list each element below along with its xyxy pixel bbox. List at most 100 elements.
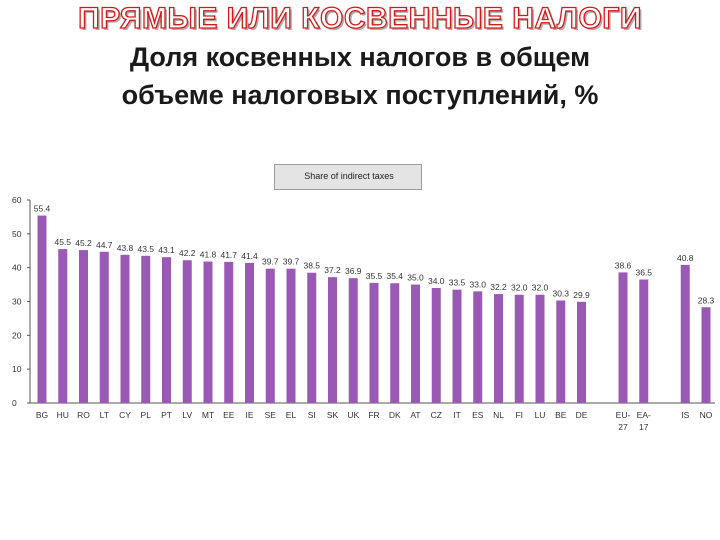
value-label: 29.9: [573, 290, 590, 300]
x-tick-label: BG: [36, 410, 48, 420]
value-label: 43.8: [117, 243, 134, 253]
bar: [577, 301, 586, 403]
y-tick-label: 0: [12, 398, 17, 408]
bar: [79, 250, 88, 403]
bar: [494, 294, 503, 403]
x-tick-label: IE: [245, 410, 253, 420]
x-tick-label: EL: [286, 410, 297, 420]
x-tick-label: IS: [681, 410, 689, 420]
value-label: 55.4: [34, 204, 51, 214]
x-tick-label-line2: 27: [618, 422, 628, 432]
x-tick-label: RO: [77, 410, 90, 420]
bar: [141, 255, 151, 403]
bar: [307, 272, 317, 403]
value-label: 45.5: [54, 237, 71, 247]
value-label: 38.5: [303, 261, 320, 271]
value-label: 35.0: [407, 273, 424, 283]
y-tick-label: 60: [12, 195, 22, 205]
bar: [37, 215, 47, 403]
value-label: 37.2: [324, 265, 341, 275]
bar: [99, 251, 109, 403]
chart-title-box: Share of indirect taxes: [274, 164, 422, 190]
value-label: 32.0: [532, 283, 549, 293]
x-tick-label-line2: 17: [639, 422, 649, 432]
value-label: 41.8: [200, 250, 217, 260]
bar: [556, 300, 566, 403]
value-label: 32.0: [511, 283, 528, 293]
x-tick-label: ES: [472, 410, 484, 420]
bar: [286, 268, 296, 403]
slide-subtitle-line1: Доля косвенных налогов в общем: [129, 42, 591, 72]
bar: [224, 261, 234, 403]
x-tick-label: FI: [515, 410, 523, 420]
bar: [701, 307, 711, 403]
value-label: 45.2: [75, 238, 92, 248]
bar: [411, 284, 420, 403]
x-tick-label: SE: [265, 410, 277, 420]
bar: [639, 279, 649, 403]
x-tick-label: DK: [389, 410, 401, 420]
y-tick-label: 40: [12, 263, 22, 273]
value-label: 35.5: [366, 271, 383, 281]
x-tick-label: EA-: [637, 410, 651, 420]
value-label: 43.1: [158, 245, 175, 255]
bar: [182, 260, 192, 403]
chart-title: Share of indirect taxes: [304, 171, 394, 181]
x-tick-label: CZ: [431, 410, 442, 420]
value-label: 33.0: [469, 279, 486, 289]
x-tick-label: EE: [223, 410, 235, 420]
x-tick-label: SI: [308, 410, 316, 420]
value-label: 41.7: [220, 250, 237, 260]
value-label: 32.2: [490, 282, 507, 292]
x-tick-label: FR: [368, 410, 379, 420]
value-label: 42.2: [179, 248, 196, 258]
x-tick-label: SK: [327, 410, 339, 420]
x-tick-label: IT: [453, 410, 461, 420]
x-tick-label: UK: [347, 410, 359, 420]
value-label: 39.7: [262, 257, 279, 267]
x-tick-label: MT: [202, 410, 214, 420]
x-tick-label: LT: [100, 410, 109, 420]
bar: [265, 268, 275, 403]
bar: [120, 254, 130, 403]
value-label: 38.6: [615, 260, 632, 270]
y-tick-label: 50: [12, 229, 22, 239]
bar: [203, 261, 213, 403]
bar: [348, 278, 358, 403]
bar: [369, 282, 379, 403]
x-tick-label: EU-: [616, 410, 631, 420]
x-tick-label: LU: [535, 410, 546, 420]
bar: [452, 289, 462, 403]
x-tick-label: LV: [182, 410, 192, 420]
x-tick-label: PT: [161, 410, 172, 420]
value-label: 28.3: [698, 295, 715, 305]
x-tick-label: NO: [700, 410, 713, 420]
x-tick-label: DE: [576, 410, 588, 420]
bar: [514, 294, 524, 403]
value-label: 36.5: [635, 268, 652, 278]
bar: [58, 249, 68, 403]
y-tick-label: 30: [12, 297, 22, 307]
value-label: 40.8: [677, 253, 694, 263]
bar: [431, 287, 441, 403]
bar: [473, 291, 483, 403]
bar: [245, 262, 254, 403]
bar: [680, 264, 690, 403]
x-tick-label: PL: [141, 410, 152, 420]
y-tick-label: 10: [12, 364, 22, 374]
bar: [162, 257, 171, 403]
x-tick-label: NL: [493, 410, 504, 420]
value-label: 33.5: [449, 278, 466, 288]
slide-subtitle-line2: объеме налоговых поступлений, %: [121, 80, 599, 110]
x-tick-label: CY: [119, 410, 131, 420]
value-label: 39.7: [283, 257, 300, 267]
x-tick-label: HU: [57, 410, 69, 420]
value-label: 35.4: [386, 271, 403, 281]
bar: [618, 272, 628, 403]
x-tick-label: BE: [555, 410, 567, 420]
value-label: 30.3: [552, 288, 569, 298]
value-label: 36.9: [345, 266, 362, 276]
value-label: 44.7: [96, 240, 113, 250]
x-tick-label: AT: [410, 410, 420, 420]
